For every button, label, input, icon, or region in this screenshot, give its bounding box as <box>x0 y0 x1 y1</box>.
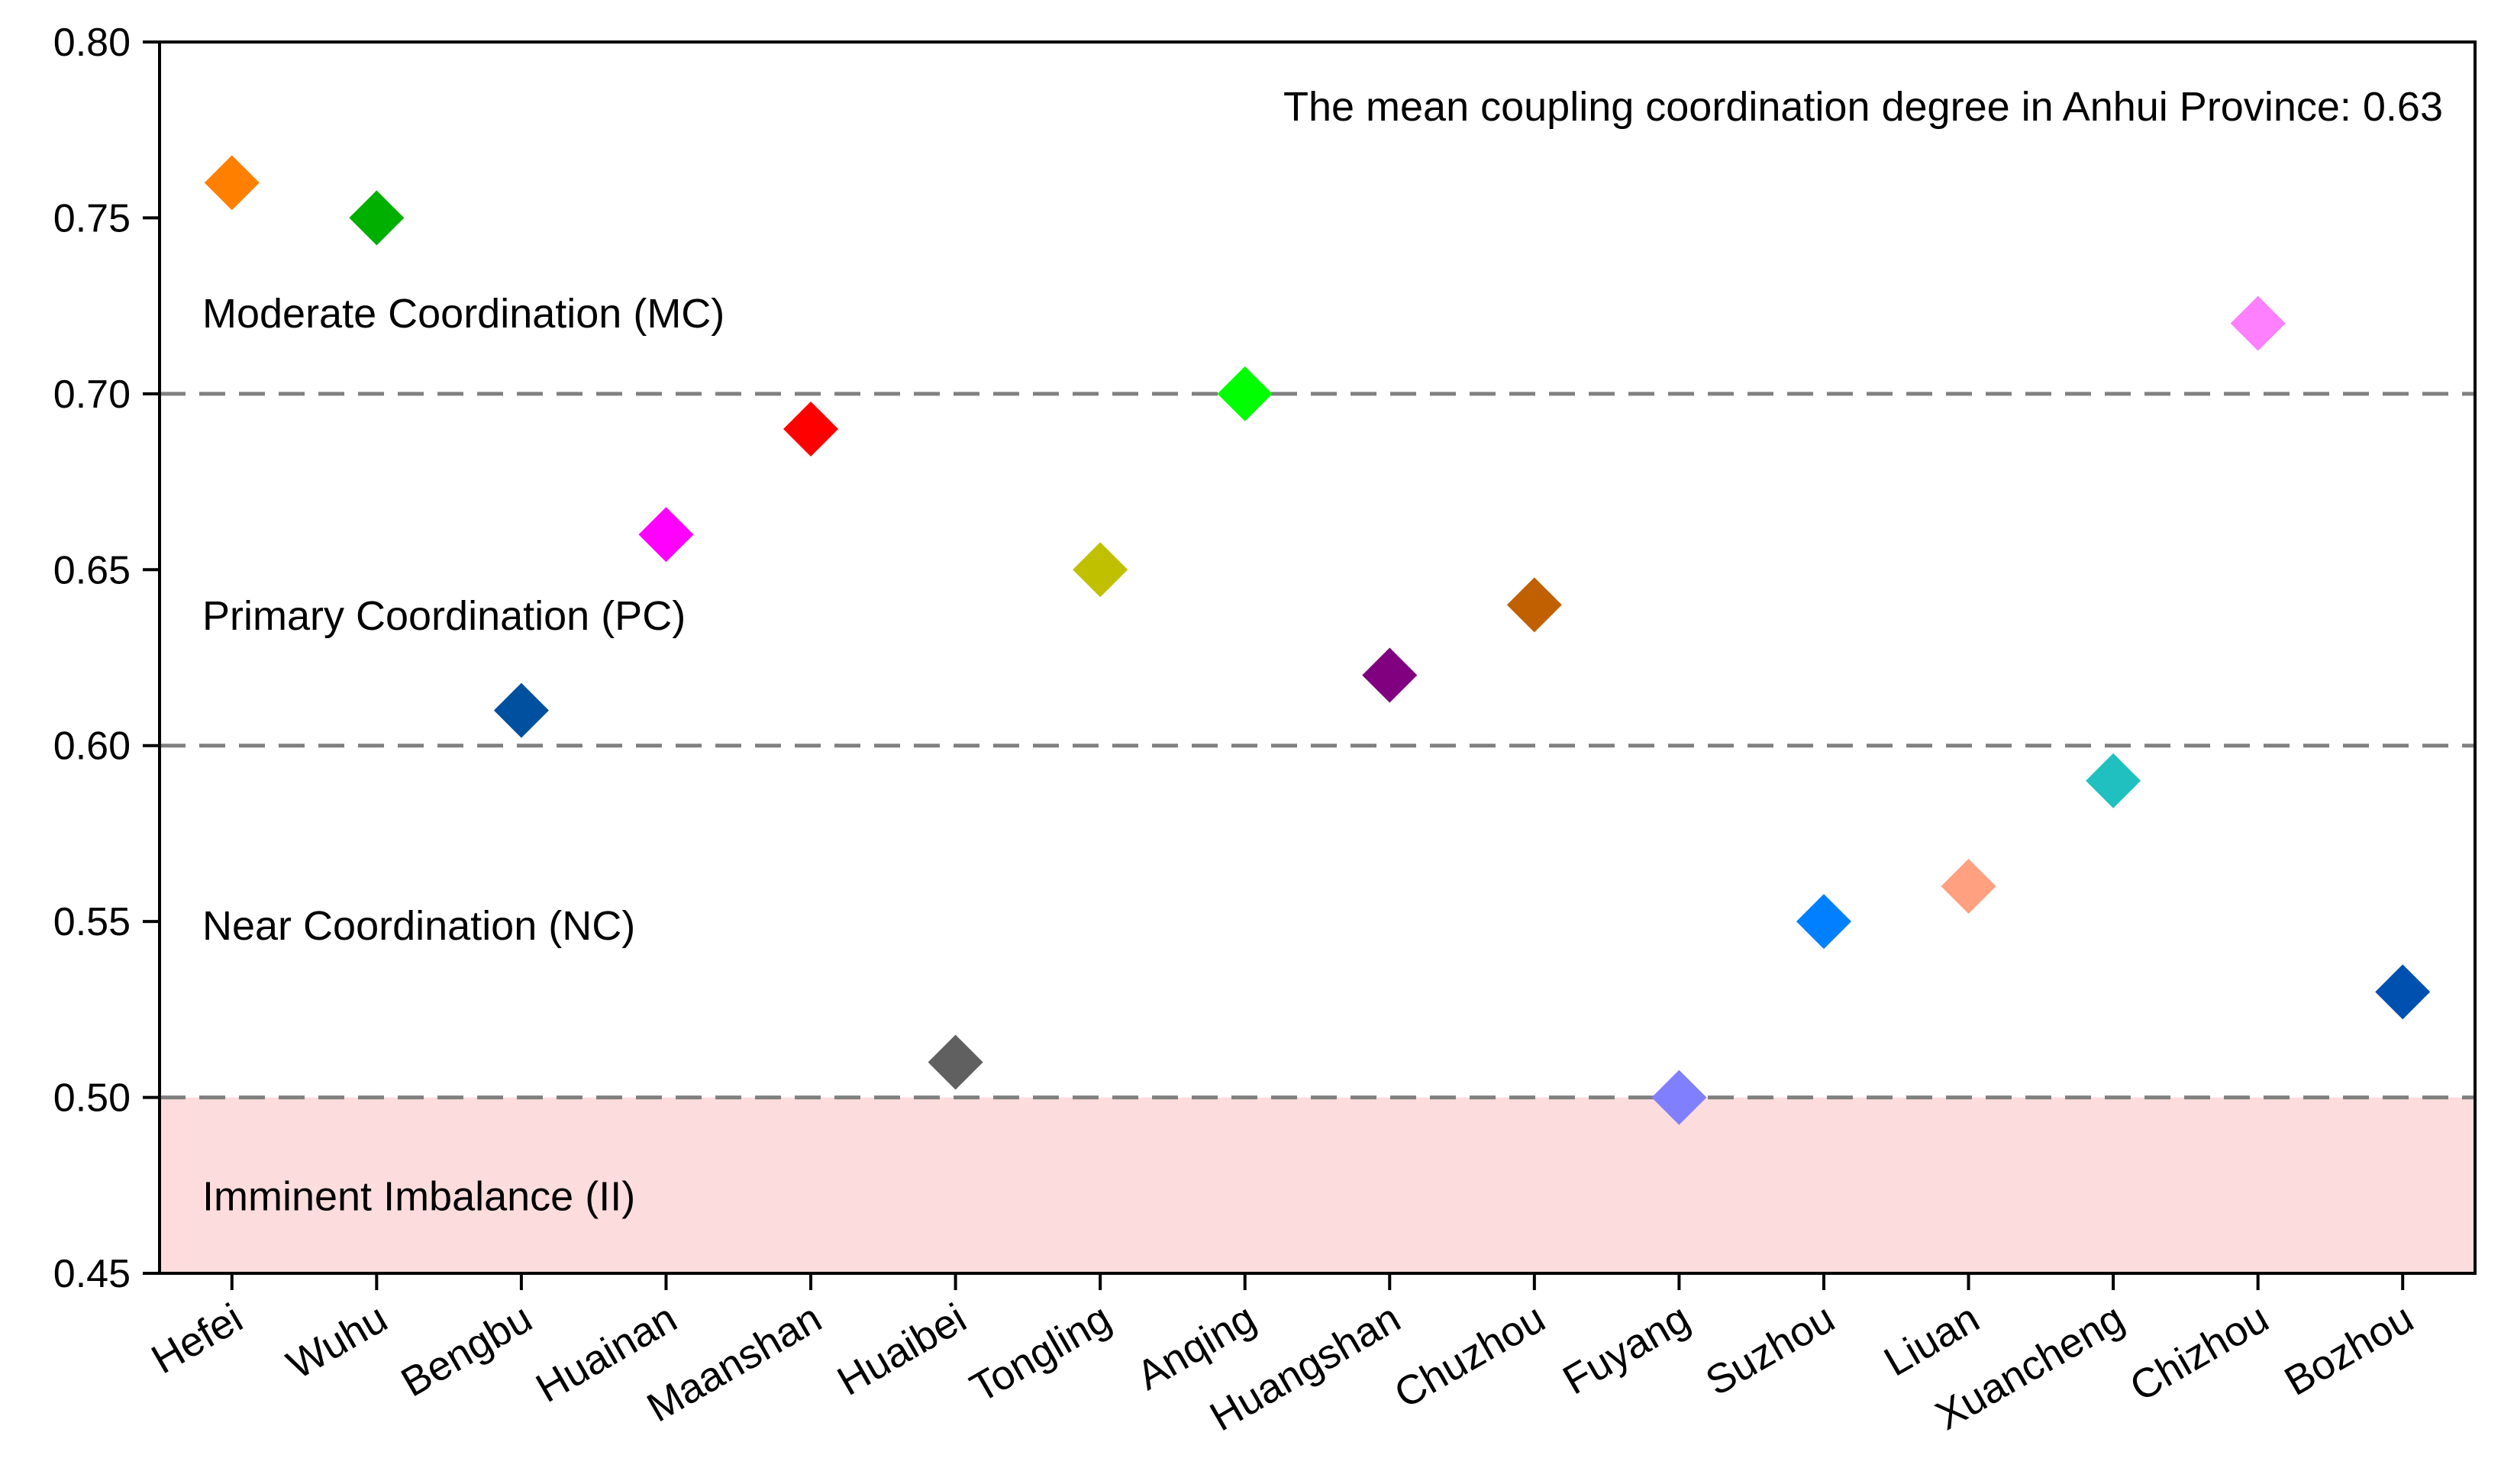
y-tick-label: 0.45 <box>53 1252 131 1296</box>
y-tick-label: 0.55 <box>53 900 131 944</box>
band-label: Imminent Imbalance (II) <box>202 1174 635 1220</box>
band-label: Near Coordination (NC) <box>202 903 635 949</box>
point-huainan <box>638 507 694 563</box>
x-label-chuzhou: Chuzhou <box>1387 1295 1553 1417</box>
x-label-fuyang: Fuyang <box>1555 1295 1697 1403</box>
imbalance-shaded-region <box>160 1097 2475 1273</box>
y-tick-label: 0.70 <box>53 373 131 417</box>
point-huaibei <box>928 1034 983 1090</box>
y-tick-label: 0.75 <box>53 196 131 240</box>
point-wuhu <box>349 190 405 246</box>
point-tongling <box>1073 542 1128 598</box>
x-label-wuhu: Wuhu <box>279 1295 395 1388</box>
data-points <box>204 155 2431 1125</box>
x-label-tongling: Tongling <box>963 1295 1118 1411</box>
x-label-chizhou: Chizhou <box>2122 1295 2277 1410</box>
x-label-bozhou: Bozhou <box>2277 1295 2422 1405</box>
point-huangshan <box>1362 647 1418 703</box>
plot-frame <box>158 40 2477 1275</box>
x-label-hefei: Hefei <box>144 1295 250 1382</box>
band-label: Moderate Coordination (MC) <box>202 291 724 337</box>
band-labels: Moderate Coordination (MC) Primary Coordi… <box>202 291 724 1220</box>
point-suzhou <box>1796 894 1851 950</box>
band-label: Primary Coordination (PC) <box>202 593 686 639</box>
point-bozhou <box>2375 964 2431 1020</box>
y-tick-label: 0.50 <box>53 1076 131 1121</box>
y-tick-label: 0.80 <box>53 21 131 65</box>
point-liuan <box>1941 859 1996 915</box>
point-bengbu <box>493 682 549 738</box>
y-tick-label: 0.65 <box>53 548 131 592</box>
shaded-region-layer <box>160 1097 2475 1273</box>
x-label-bengbu: Bengbu <box>394 1295 540 1405</box>
point-chizhou <box>2230 295 2286 351</box>
point-maanshan <box>783 401 839 456</box>
mean-annotation: The mean coupling coordination degree in… <box>1283 84 2443 130</box>
point-chuzhou <box>1506 577 1562 633</box>
point-hefei <box>204 155 260 211</box>
x-label-huaibei: Huaibei <box>830 1295 974 1405</box>
y-tick-label: 0.60 <box>53 724 131 769</box>
point-anqing <box>1217 366 1273 421</box>
x-label-liuan: Liuan <box>1877 1295 1986 1385</box>
threshold-lines <box>160 392 2475 1100</box>
axes: 0.45 0.50 0.55 0.60 0.65 0.70 0.75 0.80 <box>53 21 2477 1296</box>
point-fuyang <box>1651 1069 1707 1125</box>
point-xuancheng <box>2086 753 2141 808</box>
x-label-suzhou: Suzhou <box>1698 1295 1842 1405</box>
